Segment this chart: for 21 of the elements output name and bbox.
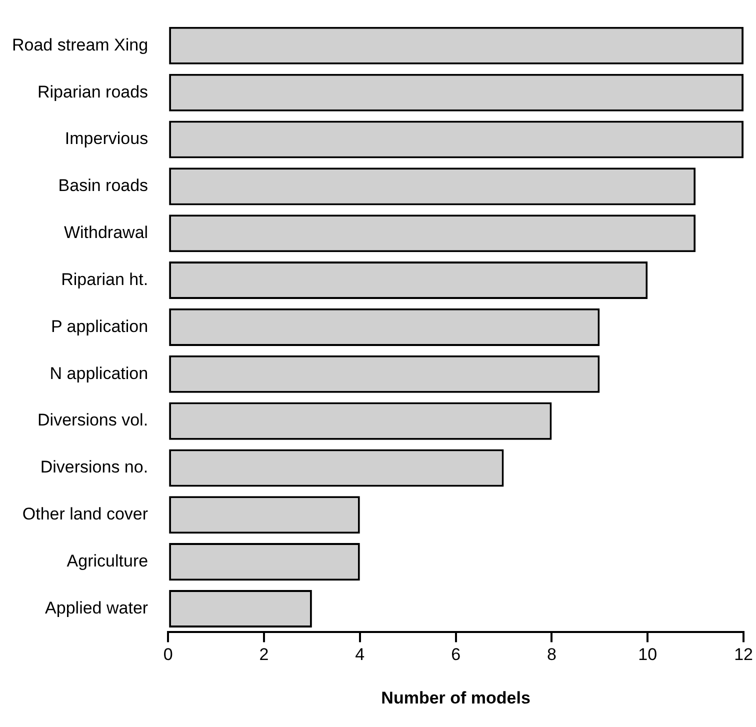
x-axis-title: Number of models: [381, 688, 530, 708]
x-tick-label: 0: [163, 645, 173, 664]
x-tick-label: 10: [638, 645, 658, 664]
y-tick-label: Diversions no.: [40, 458, 148, 477]
y-tick-label: Basin roads: [58, 176, 148, 196]
x-tick-label: 12: [734, 645, 754, 664]
y-tick-label: Riparian ht.: [61, 270, 148, 289]
y-tick-label: P application: [51, 316, 148, 336]
x-tick-label: 8: [546, 645, 556, 664]
x-tick-label: 6: [451, 645, 461, 664]
y-tick-label: Withdrawal: [64, 223, 148, 242]
y-tick-label: Road stream Xing: [12, 35, 148, 54]
y-tick-label: Other land cover: [22, 504, 148, 524]
y-tick-label: Impervious: [64, 129, 148, 148]
y-tick-label: Applied water: [45, 598, 148, 618]
y-tick-label: N application: [50, 364, 148, 383]
y-tick-label: Diversions vol.: [38, 410, 148, 430]
y-tick-label: Agriculture: [66, 552, 148, 571]
x-tick-label: 2: [259, 645, 269, 664]
x-tick-label: 4: [355, 645, 365, 664]
y-tick-label: Riparian roads: [38, 82, 148, 102]
